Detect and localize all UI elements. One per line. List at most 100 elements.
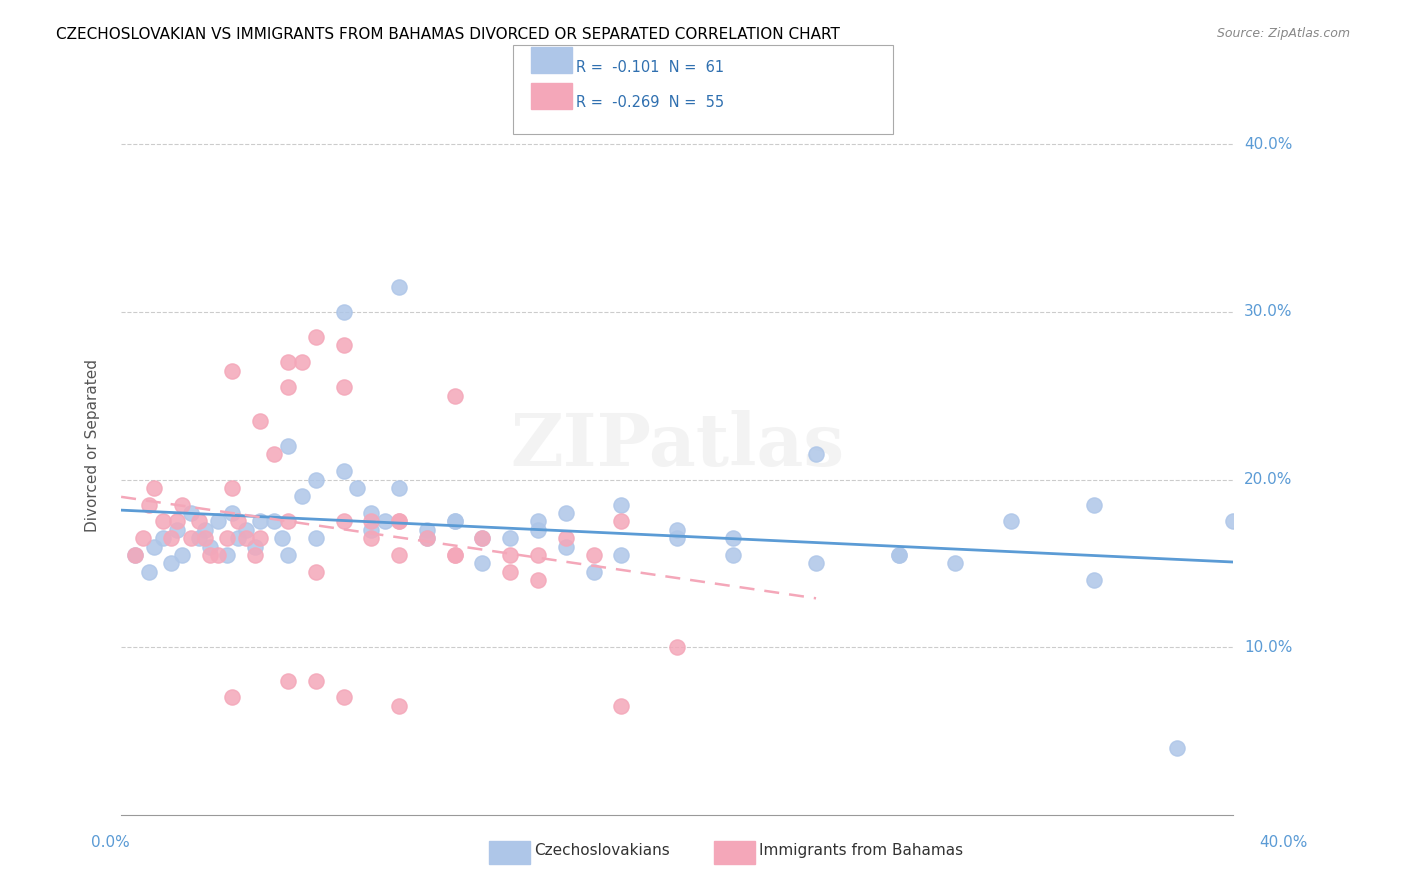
Point [249, 515, 271, 529]
Point [388, 698, 411, 713]
Text: 40.0%: 40.0% [1260, 836, 1308, 850]
Point [666, 523, 689, 537]
Point [666, 531, 689, 545]
Text: Immigrants from Bahamas: Immigrants from Bahamas [759, 843, 963, 857]
Text: CZECHOSLOVAKIAN VS IMMIGRANTS FROM BAHAMAS DIVORCED OR SEPARATED CORRELATION CHA: CZECHOSLOVAKIAN VS IMMIGRANTS FROM BAHAM… [56, 27, 841, 42]
Point [160, 556, 183, 570]
Text: 30.0%: 30.0% [1244, 304, 1292, 319]
Point [332, 515, 354, 529]
Point [193, 531, 215, 545]
Point [471, 531, 494, 545]
Point [152, 515, 174, 529]
Point [610, 498, 633, 512]
Point [721, 531, 744, 545]
Point [471, 531, 494, 545]
Point [305, 473, 328, 487]
Point [1000, 515, 1022, 529]
Point [610, 548, 633, 562]
Point [332, 464, 354, 478]
Point [1083, 573, 1105, 587]
Point [221, 481, 243, 495]
Point [132, 531, 155, 545]
Point [443, 548, 465, 562]
Point [388, 515, 411, 529]
Point [124, 548, 146, 562]
Point [305, 673, 328, 688]
Point [499, 565, 522, 579]
Point [610, 515, 633, 529]
Point [443, 389, 465, 403]
Point [360, 515, 382, 529]
Point [291, 355, 314, 369]
Point [388, 548, 411, 562]
Point [360, 531, 382, 545]
Point [221, 690, 243, 705]
Point [804, 556, 827, 570]
Text: 20.0%: 20.0% [1244, 472, 1292, 487]
Point [124, 548, 146, 562]
Point [499, 531, 522, 545]
Point [263, 515, 285, 529]
Point [138, 565, 160, 579]
Point [188, 515, 211, 529]
Point [554, 506, 576, 520]
Point [305, 565, 328, 579]
Point [249, 414, 271, 428]
Point [193, 523, 215, 537]
Point [166, 523, 188, 537]
Text: 0.0%: 0.0% [91, 836, 131, 850]
Point [889, 548, 911, 562]
Text: Source: ZipAtlas.com: Source: ZipAtlas.com [1216, 27, 1350, 40]
Point [235, 523, 257, 537]
Point [416, 531, 439, 545]
Point [443, 515, 465, 529]
Point [172, 548, 194, 562]
Point [138, 498, 160, 512]
Point [277, 355, 299, 369]
Point [277, 439, 299, 453]
Point [207, 548, 229, 562]
Point [416, 523, 439, 537]
Point [172, 498, 194, 512]
Point [143, 540, 166, 554]
Point [1166, 740, 1188, 755]
Point [226, 531, 249, 545]
Point [263, 447, 285, 461]
Point [443, 548, 465, 562]
Point [804, 447, 827, 461]
Y-axis label: Divorced or Separated: Divorced or Separated [86, 359, 100, 533]
Point [235, 531, 257, 545]
Point [180, 506, 202, 520]
Point [221, 506, 243, 520]
Point [271, 531, 294, 545]
Point [198, 548, 221, 562]
Point [243, 548, 266, 562]
Point [666, 640, 689, 654]
Point [221, 363, 243, 377]
Point [527, 573, 550, 587]
Point [1083, 498, 1105, 512]
Point [152, 531, 174, 545]
Point [226, 515, 249, 529]
Text: Czechoslovakians: Czechoslovakians [534, 843, 671, 857]
Text: R =  -0.269  N =  55: R = -0.269 N = 55 [576, 95, 724, 111]
Point [166, 515, 188, 529]
Point [527, 523, 550, 537]
Point [143, 481, 166, 495]
Point [1222, 515, 1244, 529]
Point [360, 506, 382, 520]
Point [291, 489, 314, 503]
Point [332, 380, 354, 394]
Point [499, 548, 522, 562]
Point [305, 531, 328, 545]
Point [332, 690, 354, 705]
Point [943, 556, 966, 570]
Point [610, 698, 633, 713]
Point [527, 515, 550, 529]
Point [360, 523, 382, 537]
Text: ZIPatlas: ZIPatlas [510, 410, 844, 482]
Point [180, 531, 202, 545]
Point [160, 531, 183, 545]
Point [721, 548, 744, 562]
Point [416, 531, 439, 545]
